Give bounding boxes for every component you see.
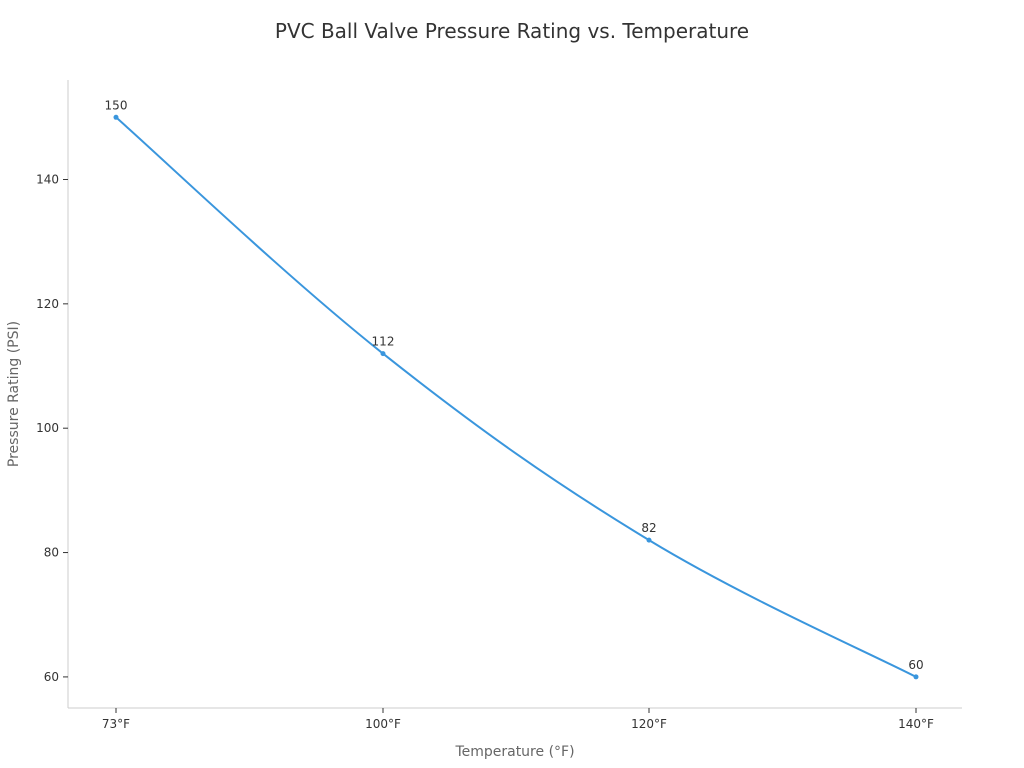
data-point[interactable] [380, 351, 386, 357]
data-label: 150 [105, 98, 128, 112]
y-tick-label: 60 [44, 670, 59, 684]
y-tick-label: 80 [44, 546, 59, 560]
x-axis-title: Temperature (°F) [454, 744, 574, 760]
data-label: 112 [372, 335, 395, 349]
y-tick-label: 120 [36, 297, 59, 311]
series-line [115, 116, 917, 678]
y-axis-title: Pressure Rating (PSI) [6, 321, 22, 467]
x-tick-label: 100°F [365, 717, 401, 731]
data-point[interactable] [113, 114, 119, 120]
y-tick-label: 140 [36, 172, 59, 186]
data-label: 60 [908, 658, 923, 672]
x-tick-label: 120°F [631, 717, 667, 731]
data-point[interactable] [646, 537, 652, 543]
x-tick-label: 140°F [898, 717, 934, 731]
x-tick-label: 73°F [102, 717, 130, 731]
data-point[interactable] [913, 674, 919, 680]
y-tick-label: 100 [36, 421, 59, 435]
chart-title: PVC Ball Valve Pressure Rating vs. Tempe… [274, 19, 750, 43]
data-label: 82 [641, 521, 656, 535]
